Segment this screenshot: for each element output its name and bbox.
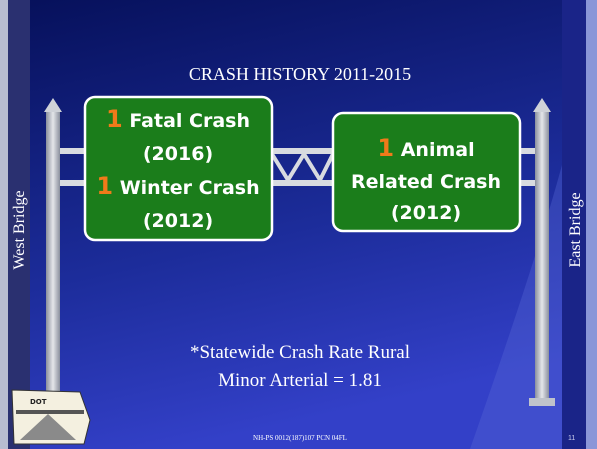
label: Animal xyxy=(401,139,475,161)
left-edge xyxy=(0,0,8,449)
label: Winter Crash xyxy=(120,177,260,199)
footer: NH-PS 0012(187)107 PCN 04FL xyxy=(253,434,347,442)
west-label: West Bridge xyxy=(11,190,28,269)
slide: West Bridge East Bridge CRASH HISTORY 20… xyxy=(0,0,597,449)
logo-text: DOT xyxy=(30,398,47,406)
count: 1 xyxy=(106,105,123,133)
sign-2: 1 Animal Related Crash (2012) xyxy=(333,113,520,231)
count: 1 xyxy=(96,172,113,200)
label: Fatal Crash xyxy=(129,110,250,132)
sign-line: 1 Animal xyxy=(377,134,474,162)
sign-line: (2016) xyxy=(143,143,213,165)
sign-line: (2012) xyxy=(143,210,213,232)
sign-line: Related Crash xyxy=(351,171,501,193)
sign-line: (2012) xyxy=(391,202,461,224)
page-number: 11 xyxy=(568,435,575,442)
sign-line: 1 Fatal Crash xyxy=(106,105,250,133)
note: *Statewide Crash Rate Rural xyxy=(190,342,410,363)
title: CRASH HISTORY 2011-2015 xyxy=(189,64,411,84)
sign-1: 1 Fatal Crash (2016) 1 Winter Crash (201… xyxy=(85,97,272,240)
right-edge xyxy=(586,0,597,449)
sign-line: 1 Winter Crash xyxy=(96,172,259,200)
east-label: East Bridge xyxy=(567,192,584,267)
count: 1 xyxy=(377,134,394,162)
logo: DOT xyxy=(12,390,90,444)
note: Minor Arterial = 1.81 xyxy=(218,370,382,391)
